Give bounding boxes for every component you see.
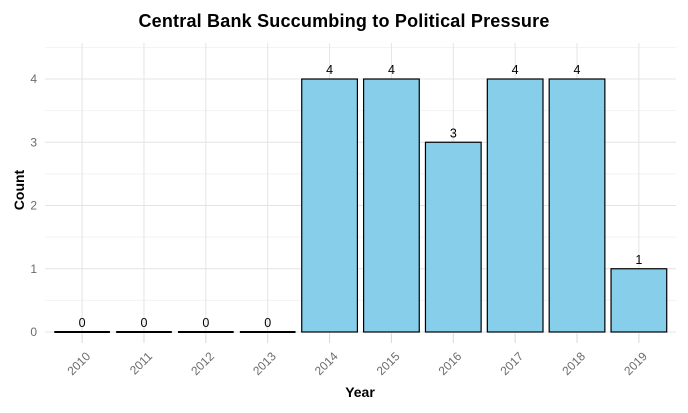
- y-tick-label: 3: [30, 135, 37, 149]
- chart-title: Central Bank Succumbing to Political Pre…: [138, 11, 550, 31]
- bar-value-label: 1: [635, 253, 642, 267]
- bar[interactable]: [548, 78, 606, 333]
- bar-value-label: 0: [264, 316, 271, 330]
- x-tick-label: 2018: [559, 349, 588, 378]
- bar-value-label: 4: [326, 63, 333, 77]
- y-tick-label: 2: [30, 199, 37, 213]
- bar[interactable]: [301, 78, 359, 333]
- bar-value-label: 4: [388, 63, 395, 77]
- x-axis-title: Year: [345, 384, 375, 400]
- y-tick-label: 4: [30, 72, 37, 86]
- y-tick-label: 0: [30, 325, 37, 339]
- bar[interactable]: [362, 78, 420, 333]
- x-tick-label: 2017: [497, 349, 526, 378]
- x-tick-label: 2016: [436, 349, 465, 378]
- x-tick-label: 2010: [64, 349, 93, 378]
- bar-value-label: 0: [202, 316, 209, 330]
- bar-value-label: 4: [574, 63, 581, 77]
- x-tick-label: 2013: [250, 349, 279, 378]
- bar-value-label: 4: [512, 63, 519, 77]
- x-tick-label: 2015: [374, 349, 403, 378]
- y-tick-label: 1: [30, 262, 37, 276]
- bar-value-label: 0: [141, 316, 148, 330]
- x-tick-label: 2011: [127, 349, 155, 377]
- bar[interactable]: [424, 141, 482, 333]
- bar-value-label: 0: [79, 316, 86, 330]
- x-tick-label: 2019: [621, 349, 650, 378]
- bar[interactable]: [610, 268, 668, 333]
- x-tick-label: 2014: [312, 349, 341, 378]
- x-tick-label: 2012: [188, 349, 217, 378]
- bar[interactable]: [486, 78, 544, 333]
- bar-value-label: 3: [450, 126, 457, 140]
